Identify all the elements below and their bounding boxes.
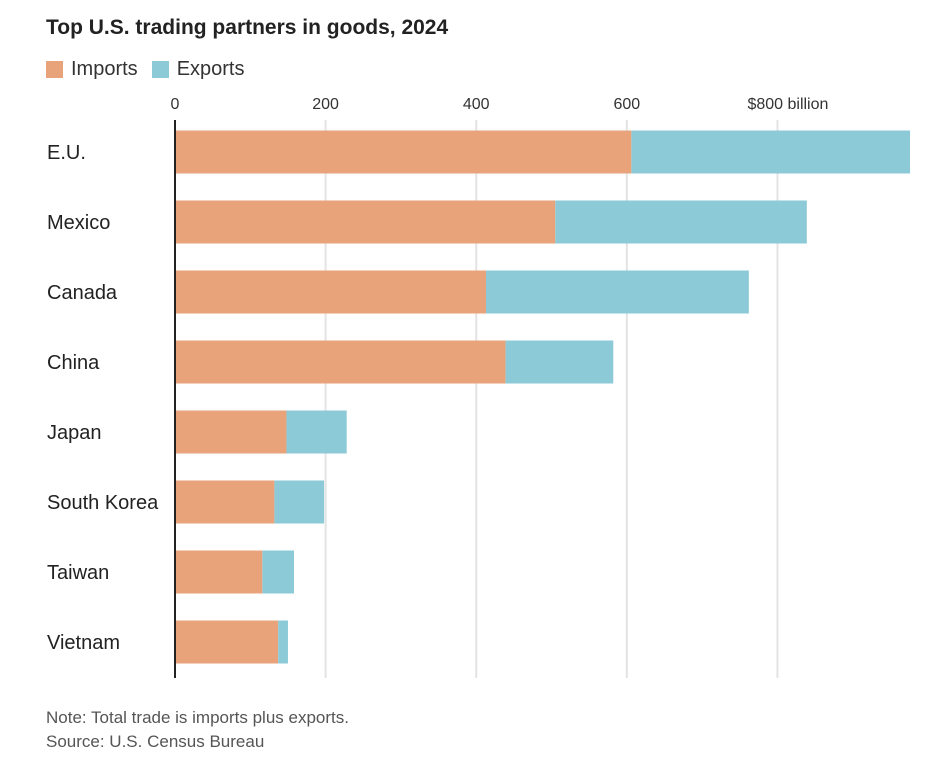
category-label-south-korea: South Korea [47,492,159,514]
bar-exports-taiwan [262,550,294,594]
x-tick-label-600: 600 [613,96,640,113]
legend-swatch-imports [46,61,63,78]
bar-imports-e-u [175,130,632,174]
legend-label-exports: Exports [176,58,245,80]
category-label-vietnam: Vietnam [47,632,120,654]
bar-exports-vietnam [278,620,288,664]
bar-imports-taiwan [175,550,263,594]
chart-footer: Note: Total trade is imports plus export… [46,706,349,754]
bar-exports-china [505,340,614,384]
legend-swatch-exports [151,61,169,78]
chart-source: Source: U.S. Census Bureau [46,732,265,751]
x-tick-label-400: 400 [463,96,490,113]
chart-title: Top U.S. trading partners in goods, 2024 [46,16,449,39]
bar-imports-china [175,340,506,384]
x-tick-label-0: 0 [171,96,180,113]
category-label-mexico: Mexico [47,212,110,234]
bar-exports-mexico [555,200,807,244]
category-label-taiwan: Taiwan [47,562,109,584]
bar-exports-south-korea [274,480,325,524]
bar-imports-canada [175,270,487,314]
category-label-canada: Canada [47,282,118,304]
bar-exports-japan [286,410,347,454]
legend-label-imports: Imports [71,58,138,80]
bar-exports-canada [486,270,749,314]
chart-note: Note: Total trade is imports plus export… [46,708,349,727]
bar-imports-vietnam [175,620,279,664]
category-label-japan: Japan [47,422,102,444]
x-tick-label-200: 200 [312,96,339,113]
bar-imports-south-korea [175,480,275,524]
legend-item-exports: Exports [151,58,245,81]
legend-item-imports: Imports [46,58,138,81]
category-label-e-u: E.U. [47,142,86,164]
bar-imports-mexico [175,200,556,244]
bar-exports-e-u [631,130,910,174]
bar-chart: 0 200 400 600 $800 billion E.U. Mexico Canada Ch… [47,96,910,678]
bar-imports-japan [175,410,287,454]
legend: Imports Exports [46,58,259,81]
category-label-china: China [47,352,100,374]
x-tick-label-800: $800 billion [747,96,828,113]
